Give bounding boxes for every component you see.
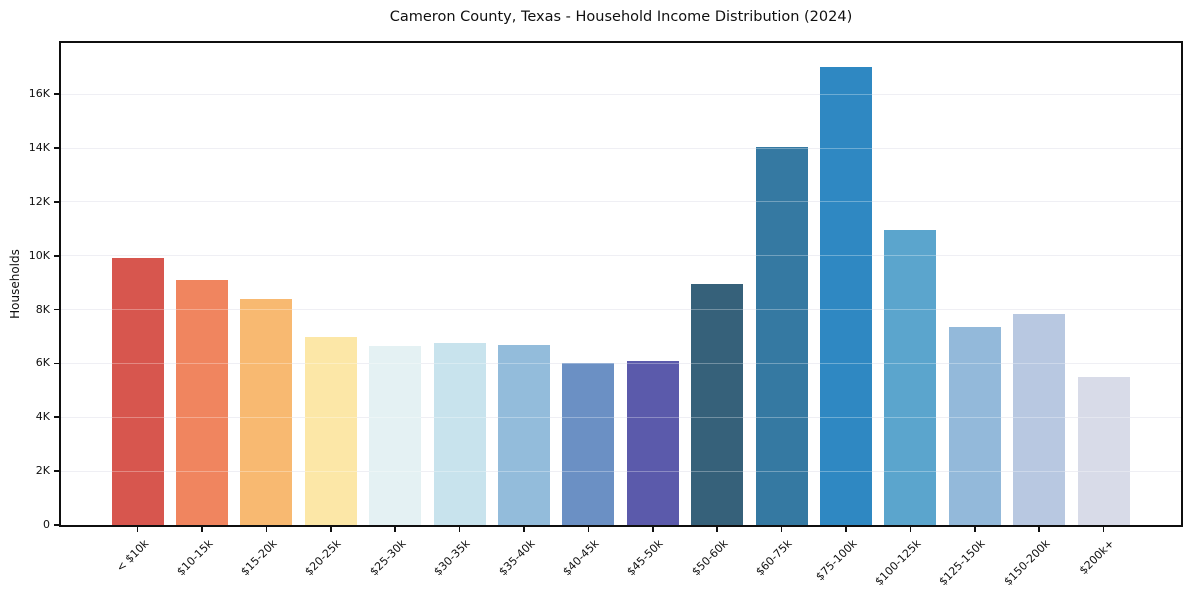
x-tick-mark: [909, 525, 912, 532]
y-tick-mark: [54, 147, 61, 149]
x-tick-mark: [716, 525, 718, 532]
bar: [433, 343, 486, 525]
bar: [562, 363, 615, 525]
y-tick-mark: [54, 524, 61, 526]
y-tick-label: 12K: [28, 194, 50, 208]
y-tick-mark: [54, 201, 61, 203]
bar: [626, 360, 679, 525]
bar: [240, 298, 293, 525]
y-tick-mark: [54, 362, 61, 365]
x-tick-label-text: $60-75k: [753, 537, 795, 579]
x-tick-mark: [845, 525, 847, 532]
bar: [369, 345, 422, 525]
gridline-overlay: [61, 201, 1181, 203]
bar: [176, 279, 228, 525]
x-tick-mark: [458, 525, 461, 532]
x-tick-label-text: $30-35k: [431, 537, 473, 579]
x-tick-mark: [974, 525, 976, 532]
gridline: [61, 362, 1181, 364]
x-tick-label-text: $25-30k: [367, 537, 409, 579]
gridline-overlay: [61, 93, 1181, 95]
y-tick-mark: [54, 254, 61, 257]
bar: [498, 344, 550, 525]
x-tick-mark: [523, 525, 525, 532]
x-tick-label-text: $75-100k: [812, 537, 860, 584]
bar: [884, 230, 937, 525]
y-tick-mark: [54, 416, 61, 419]
gridline: [61, 470, 1181, 472]
y-tick-mark: [54, 470, 61, 472]
gridline: [61, 93, 1181, 95]
bar: [948, 327, 1001, 525]
x-tick-label-text: $35-40k: [495, 537, 538, 579]
gridline-overlay: [61, 309, 1181, 311]
bar: [820, 67, 872, 525]
x-tick-mark: [330, 525, 332, 532]
gridline: [61, 255, 1181, 257]
y-tick-label: 8K: [35, 302, 50, 316]
y-tick-label: 6K: [35, 356, 50, 370]
x-tick-mark: [1102, 525, 1105, 532]
x-tick-label-text: $150-200k: [1001, 537, 1053, 589]
bar: [755, 146, 808, 525]
x-tick-mark: [780, 525, 783, 532]
gridline: [61, 201, 1181, 203]
x-tick-label-text: $125-150k: [936, 537, 988, 589]
chart-title: Cameron County, Texas - Household Income…: [389, 9, 853, 25]
bar: [1077, 376, 1130, 525]
x-tick-label-text: < $10k: [113, 537, 151, 575]
x-tick-label-text: $50-60k: [689, 537, 731, 579]
x-tick-label-text: $15-20k: [238, 537, 280, 579]
x-tick-mark: [201, 525, 203, 532]
x-tick-mark: [394, 525, 396, 532]
gridline-overlay: [61, 470, 1181, 472]
x-tick-label-text: $100-125k: [872, 537, 924, 589]
y-tick-label: 14K: [28, 141, 50, 155]
gridline-overlay: [61, 362, 1181, 364]
x-tick-label-text: $20-25k: [302, 537, 344, 579]
x-tick-label-text: $45-50k: [624, 537, 666, 579]
y-tick-label: 16K: [28, 87, 50, 101]
x-tick-mark: [652, 525, 654, 532]
gridline-overlay: [61, 416, 1181, 418]
x-tick-mark: [1038, 525, 1040, 532]
y-tick-label: 10K: [28, 248, 50, 262]
plot-area: [59, 41, 1183, 527]
y-tick-label: 4K: [35, 410, 50, 424]
x-tick-mark: [136, 525, 139, 532]
gridline-overlay: [61, 147, 1181, 149]
x-tick-mark: [265, 525, 268, 532]
gridline: [61, 416, 1181, 418]
x-tick-mark: [587, 525, 590, 532]
y-tick-mark: [54, 93, 61, 95]
x-tick-label-text: $200k+: [1076, 537, 1117, 578]
x-tick-label-text: $10-15k: [173, 537, 216, 579]
y-tick-label: 0: [43, 518, 50, 531]
y-tick-label: 2K: [35, 464, 50, 478]
x-tick-label-text: $40-45k: [560, 537, 602, 579]
bar: [1013, 313, 1066, 525]
gridline: [61, 309, 1181, 311]
gridline-overlay: [61, 255, 1181, 257]
y-tick-mark: [54, 308, 61, 311]
bar: [691, 284, 744, 525]
bar: [111, 258, 164, 525]
bar: [304, 336, 357, 525]
gridline: [61, 147, 1181, 149]
